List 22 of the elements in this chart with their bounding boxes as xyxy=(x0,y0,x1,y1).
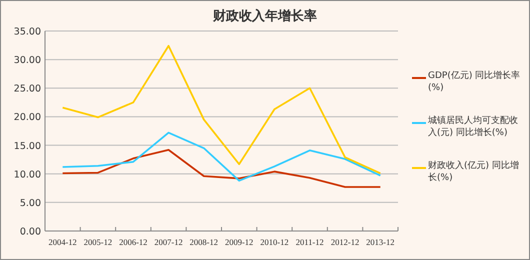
x-tick-label: 2008-12 xyxy=(190,237,218,247)
x-tick-label: 2006-12 xyxy=(119,237,148,247)
x-tick-label: 2005-12 xyxy=(84,237,112,247)
y-tick-label: 15.00 xyxy=(14,140,41,152)
x-tick-label: 2009-12 xyxy=(224,237,254,247)
y-tick-label: 25.00 xyxy=(14,84,41,95)
x-tick-label: 2004-12 xyxy=(48,237,77,247)
y-tick-label: 10.00 xyxy=(14,169,41,180)
x-tick-label: 2011-12 xyxy=(296,237,324,247)
x-tick-label: 2012-12 xyxy=(330,237,360,247)
chart-title: 财政收入年增长率 xyxy=(212,8,317,24)
legend-label: GDP(亿元) 同比增长率(%) xyxy=(428,70,522,94)
y-tick-label: 0.00 xyxy=(20,226,41,238)
y-tick-label: 30.00 xyxy=(14,55,41,66)
x-tick-label: 2010-12 xyxy=(260,237,289,247)
y-tick-label: 20.00 xyxy=(14,112,41,124)
legend-label: 城镇居民人均可支配收入(元) 同比增长(%) xyxy=(428,115,519,139)
x-tick-label: 2007-12 xyxy=(154,237,183,247)
y-tick-label: 5.00 xyxy=(20,198,41,209)
y-tick-label: 35.00 xyxy=(14,26,41,38)
x-tick-label: 2013-12 xyxy=(366,237,395,247)
legend-label: 财政收入(亿元) 同比增长(%) xyxy=(428,160,520,184)
